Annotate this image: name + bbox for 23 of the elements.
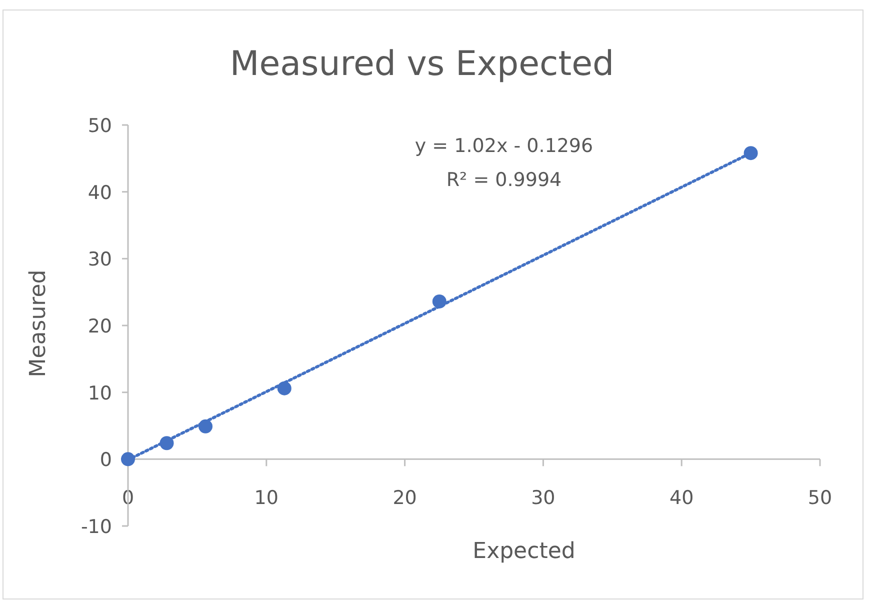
point: [432, 294, 446, 308]
chart-title: Measured vs Expected: [230, 44, 614, 84]
x-tick-label: 20: [392, 487, 417, 510]
y-tick-label: 20: [88, 316, 112, 338]
annotation: R² = 0.9994: [446, 169, 562, 191]
annotation: y = 1.02x - 0.1296: [414, 135, 594, 157]
x-tick-label: 40: [670, 487, 694, 510]
point: [277, 381, 292, 396]
y-tick-label: 40: [88, 182, 112, 204]
x-tick-label: 30: [531, 487, 556, 510]
y-axis-title: Measured: [26, 270, 51, 378]
y-tick-label: -10: [80, 516, 112, 538]
point: [160, 436, 174, 450]
x-tick-label: 10: [254, 487, 278, 510]
point: [198, 419, 213, 434]
point: [744, 146, 758, 160]
y-tick-label: 50: [88, 115, 112, 137]
y-tick-label: 0: [100, 449, 112, 472]
point: [121, 452, 135, 466]
x-tick-label: 50: [808, 487, 832, 510]
y-tick-label: 10: [88, 382, 112, 404]
y-tick-label: 30: [88, 248, 112, 271]
x-axis-title: Expected: [472, 539, 576, 564]
